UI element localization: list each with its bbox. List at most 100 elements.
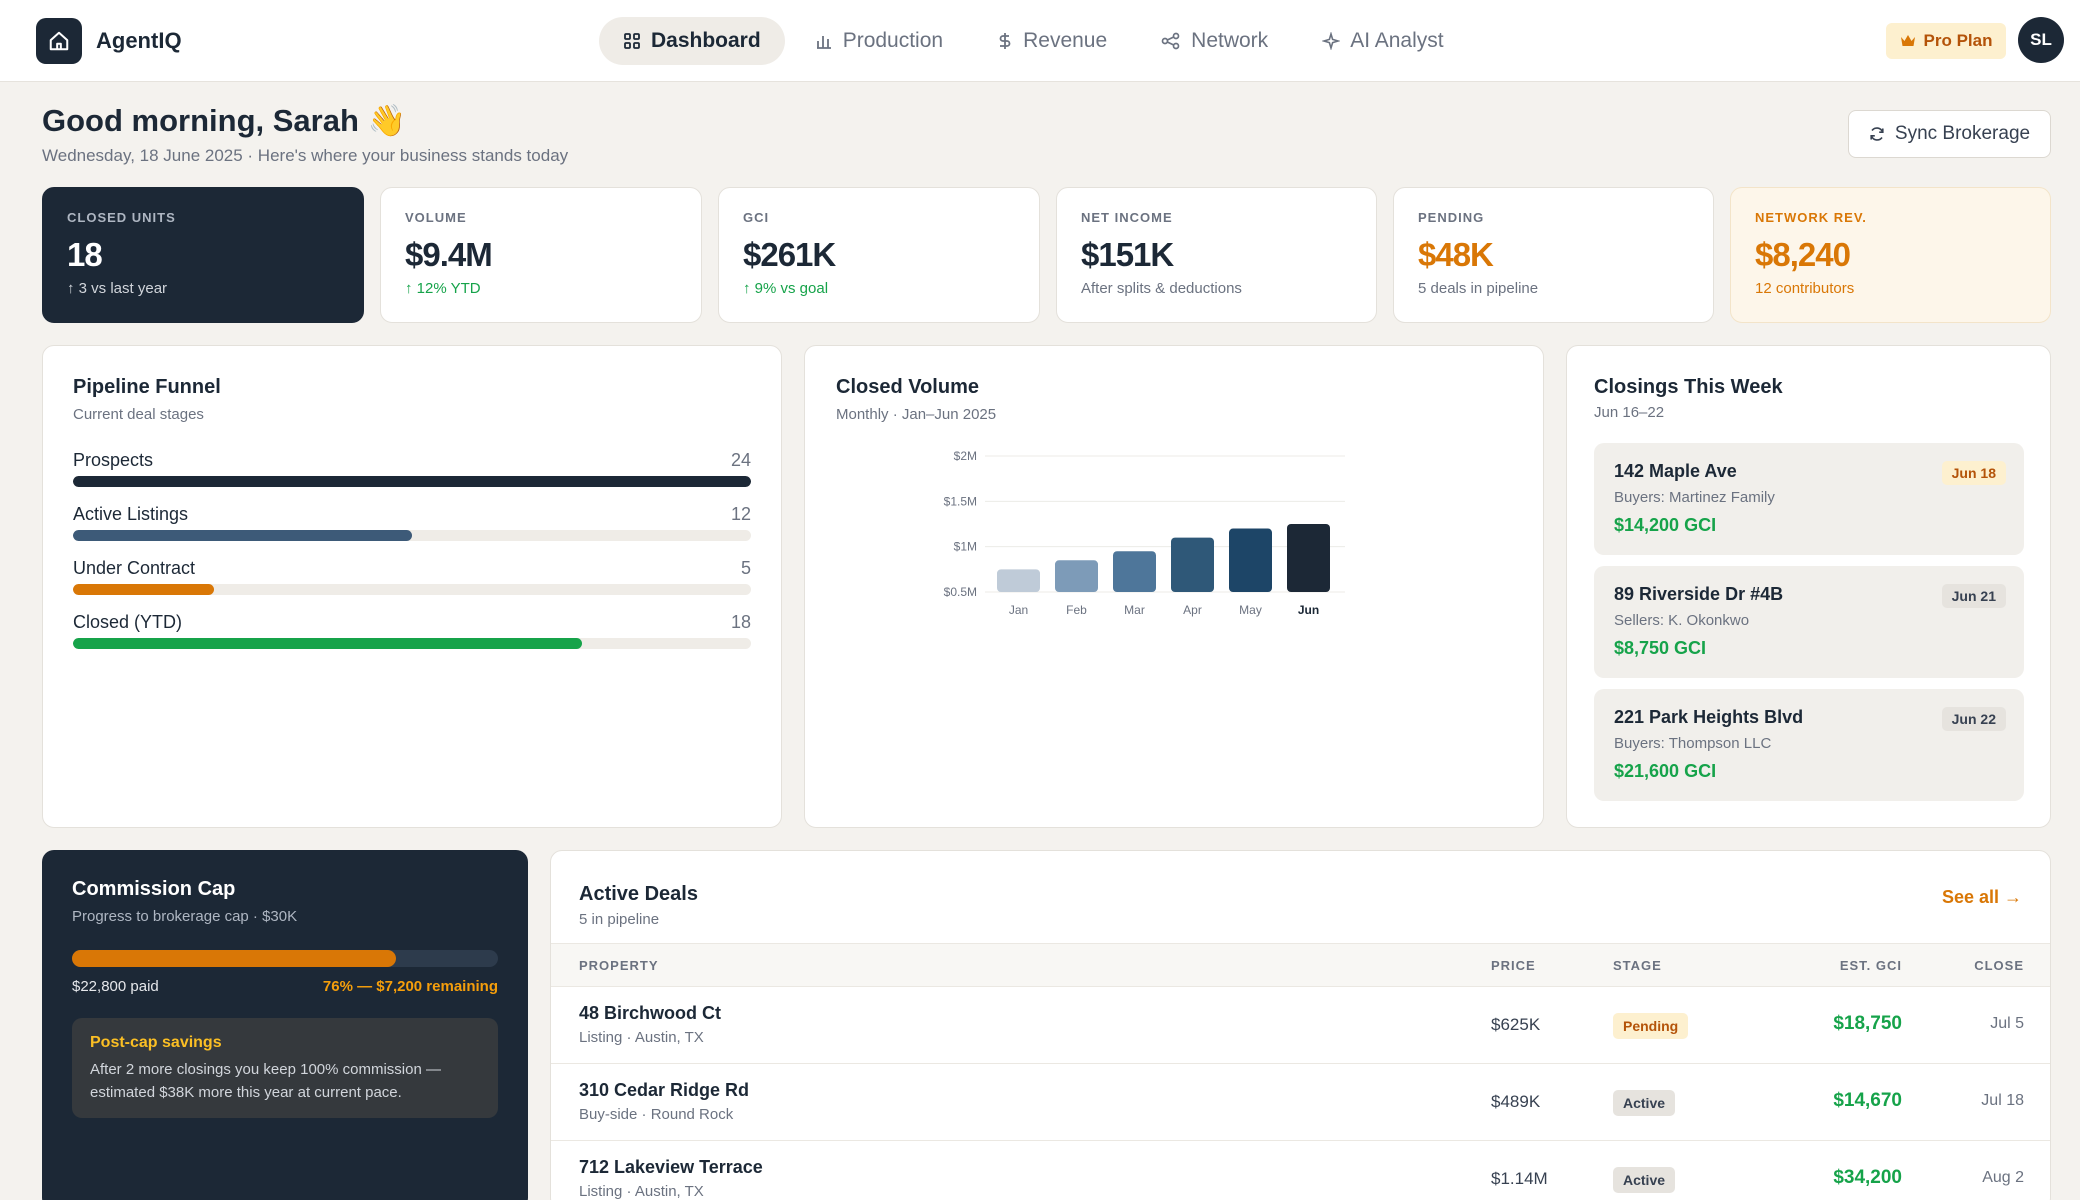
commission-cap-panel: Commission Cap Progress to brokerage cap…: [42, 850, 528, 1200]
sync-brokerage-label: Sync Brokerage: [1894, 123, 2031, 144]
panel-subtitle: Progress to brokerage cap · $30K: [72, 908, 298, 925]
deal-property: 310 Cedar Ridge Rd: [579, 1080, 750, 1100]
funnel-label: Under Contract: [73, 558, 196, 578]
closing-address: 142 Maple Ave: [1614, 461, 1737, 481]
deal-price: $1.14M: [1491, 1169, 1548, 1188]
pro-plan-badge[interactable]: Pro Plan: [1886, 23, 2006, 59]
closing-date-badge: Jun 18: [1941, 461, 2006, 485]
bar-mar[interactable]: [1113, 551, 1156, 592]
stat-value: $9.4M: [405, 236, 493, 273]
crown-icon: [1900, 35, 1915, 46]
nav-ai-analyst[interactable]: AI Analyst: [1298, 17, 1467, 65]
table-header: PROPERTY PRICE STAGE EST. GCI CLOSE: [551, 943, 2050, 987]
x-tick-label: Jun: [1298, 603, 1319, 617]
closing-item[interactable]: 89 Riverside Dr #4B Sellers: K. Okonkwo …: [1594, 566, 2024, 678]
stat-card-volume: VOLUME $9.4M ↑ 12% YTD: [380, 187, 702, 323]
closed-volume-panel: Closed Volume Monthly · Jan–Jun 2025 $0.…: [804, 345, 1544, 828]
home-icon: [49, 31, 69, 51]
deal-stage-badge: Active: [1613, 1090, 1676, 1116]
deal-close-date: Jul 18: [1981, 1092, 2024, 1109]
post-cap-savings-box: Post-cap savings After 2 more closings y…: [72, 1018, 498, 1118]
deal-detail: Buy-side · Round Rock: [579, 1106, 734, 1123]
deal-property: 48 Birchwood Ct: [579, 1003, 722, 1023]
nav-ai-analyst-label: AI Analyst: [1350, 29, 1444, 52]
column-header-price[interactable]: PRICE: [1491, 958, 1536, 973]
x-tick-label: Mar: [1124, 603, 1145, 617]
active-deals-panel: Active Deals 5 in pipeline See all → PRO…: [550, 850, 2051, 1200]
column-header-stage[interactable]: STAGE: [1613, 958, 1662, 973]
deal-close-date: Aug 2: [1982, 1169, 2024, 1186]
see-all-link[interactable]: See all →: [1941, 887, 2022, 907]
funnel-bar: [73, 638, 582, 649]
brand-name: AgentIQ: [96, 28, 182, 53]
bar-apr[interactable]: [1171, 537, 1214, 592]
y-tick-label: $1.5M: [944, 494, 977, 508]
nav-revenue-label: Revenue: [1023, 29, 1108, 52]
closed-volume-chart: $0.5M $1M $1.5M $2M Jan Feb Mar Apr May Jun: [944, 449, 1345, 617]
column-header-est-gci[interactable]: EST. GCI: [1839, 958, 1902, 973]
bar-jan[interactable]: [997, 569, 1040, 592]
column-header-close[interactable]: CLOSE: [1974, 958, 2024, 973]
panel-title: Pipeline Funnel: [73, 376, 221, 398]
deal-est-gci: $34,200: [1833, 1167, 1902, 1188]
panel-title: Commission Cap: [72, 878, 236, 900]
funnel-value: 12: [730, 504, 751, 524]
commission-remaining: 76% — $7,200 remaining: [322, 978, 498, 995]
stat-value: $8,240: [1755, 236, 1851, 273]
sparkle-icon: [1322, 32, 1341, 50]
table-row[interactable]: 712 Lakeview Terrace Listing · Austin, T…: [551, 1141, 2050, 1200]
funnel-value: 18: [730, 612, 751, 632]
y-tick-label: $0.5M: [944, 585, 977, 599]
network-icon: [1161, 32, 1180, 50]
panel-subtitle: 5 in pipeline: [579, 911, 660, 928]
deal-stage-badge: Active: [1613, 1167, 1676, 1193]
commission-paid: $22,800 paid: [72, 978, 159, 995]
main-nav: Dashboard Production Revenue Network AI …: [599, 17, 1474, 65]
bar-may[interactable]: [1229, 528, 1272, 592]
deal-close-date: Jul 5: [1990, 1015, 2024, 1032]
closing-item[interactable]: 221 Park Heights Blvd Buyers: Thompson L…: [1594, 689, 2024, 801]
avatar[interactable]: SL: [2018, 17, 2064, 63]
panel-title: Closed Volume: [836, 376, 979, 398]
nav-dashboard-label: Dashboard: [651, 29, 761, 52]
pro-plan-label: Pro Plan: [1923, 31, 1993, 50]
deal-detail: Listing · Austin, TX: [579, 1183, 704, 1200]
deal-price: $489K: [1491, 1092, 1541, 1111]
funnel-value: 5: [740, 558, 751, 578]
y-tick-label: $1M: [954, 540, 977, 554]
stat-sub: 5 deals in pipeline: [1418, 280, 1539, 297]
funnel-label: Active Listings: [73, 504, 189, 524]
column-header-property[interactable]: PROPERTY: [579, 958, 659, 973]
funnel-bar: [73, 584, 215, 595]
nav-revenue[interactable]: Revenue: [973, 17, 1131, 65]
nav-dashboard[interactable]: Dashboard: [599, 17, 785, 65]
stat-label: CLOSED UNITS: [67, 210, 176, 225]
panel-title: Closings This Week: [1594, 376, 1783, 398]
nav-production[interactable]: Production: [791, 17, 967, 65]
stat-sub: ↑ 12% YTD: [405, 280, 481, 297]
closing-item[interactable]: 142 Maple Ave Buyers: Martinez Family $1…: [1594, 443, 2024, 555]
closing-party: Sellers: K. Okonkwo: [1614, 612, 1750, 629]
logo[interactable]: [36, 18, 82, 64]
closing-gci: $8,750 GCI: [1614, 638, 1707, 658]
x-tick-label: Jan: [1009, 603, 1028, 617]
stat-sub: ↑ 3 vs last year: [67, 280, 168, 297]
table-row[interactable]: 310 Cedar Ridge Rd Buy-side · Round Rock…: [551, 1064, 2050, 1141]
page-subtitle: Wednesday, 18 June 2025 · Here's where y…: [42, 146, 569, 165]
sync-brokerage-button[interactable]: Sync Brokerage: [1848, 110, 2051, 158]
deal-est-gci: $18,750: [1833, 1013, 1902, 1034]
stat-value: $48K: [1418, 236, 1494, 273]
closing-party: Buyers: Martinez Family: [1614, 489, 1775, 506]
stat-label: NETWORK REV.: [1755, 210, 1867, 225]
stat-value: 18: [67, 236, 103, 273]
table-row[interactable]: 48 Birchwood Ct Listing · Austin, TX $62…: [551, 987, 2050, 1064]
stat-card-network-revenue: NETWORK REV. $8,240 12 contributors: [1730, 187, 2051, 323]
bar-jun[interactable]: [1287, 524, 1330, 592]
x-tick-label: Apr: [1183, 603, 1202, 617]
nav-network[interactable]: Network: [1137, 17, 1292, 65]
deal-detail: Listing · Austin, TX: [579, 1029, 704, 1046]
y-tick-label: $2M: [954, 449, 977, 463]
closing-gci: $21,600 GCI: [1614, 761, 1717, 781]
bar-feb[interactable]: [1055, 560, 1098, 592]
stat-card-pending: PENDING $48K 5 deals in pipeline: [1393, 187, 1714, 323]
